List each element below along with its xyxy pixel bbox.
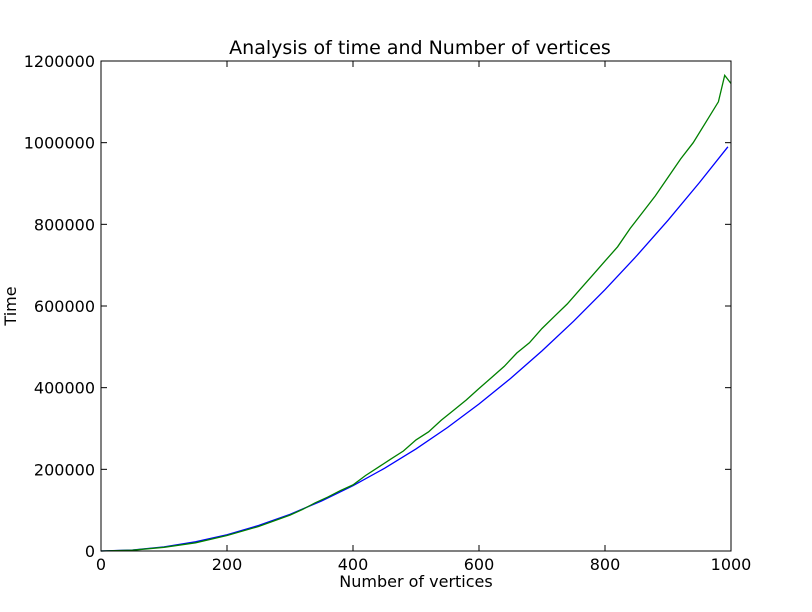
y-tick-label: 200000 — [34, 460, 95, 479]
y-tick-label: 1200000 — [24, 52, 95, 71]
x-tick-label: 600 — [464, 555, 495, 574]
x-tick-label: 800 — [590, 555, 621, 574]
y-tick-label: 0 — [85, 542, 95, 561]
tick-layer: 0 200 400 600 800 1000 0 200000 400000 600000 8000… — [24, 52, 752, 574]
series-line-2 — [100, 73, 732, 552]
x-axis-label: Number of vertices — [339, 572, 492, 591]
y-tick-label: 1000000 — [24, 134, 95, 153]
series-layer — [100, 73, 732, 552]
y-axis-label: Time — [1, 286, 20, 326]
x-tick-label: 400 — [338, 555, 369, 574]
y-tick-label: 800000 — [34, 215, 95, 234]
x-tick-label: 200 — [212, 555, 243, 574]
plot-area-frame — [100, 60, 732, 552]
x-tick-label: 0 — [96, 555, 106, 574]
x-tick-label: 1000 — [711, 555, 752, 574]
series-line-1 — [100, 146, 729, 552]
y-tick-label: 400000 — [34, 379, 95, 398]
y-tick-label: 600000 — [34, 297, 95, 316]
chart-title: Analysis of time and Number of vertices — [229, 37, 611, 59]
